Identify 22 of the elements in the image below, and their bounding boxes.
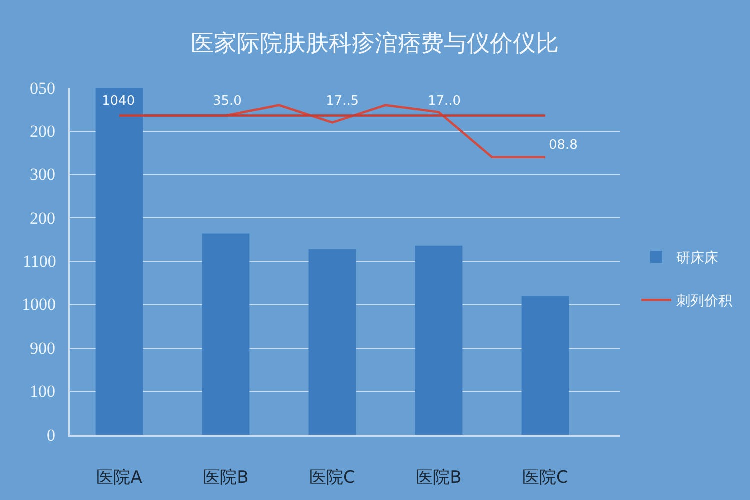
- x-tick-label: 医院B: [203, 468, 249, 488]
- x-tick-label: 医院A: [96, 468, 143, 488]
- legend-label: 刺列价积: [676, 294, 732, 310]
- text: 300: [30, 165, 56, 184]
- text: 100: [30, 382, 56, 401]
- text: 200: [30, 209, 56, 228]
- text: 0: [47, 426, 56, 445]
- annotation: 17..5: [326, 94, 360, 109]
- x-tick-label: 医院C: [522, 468, 568, 488]
- chart-title: 医家际院肤肤科疹涫痞费与仪价仪比: [191, 31, 559, 58]
- annotation: 08.8: [549, 138, 578, 153]
- x-tick-label: 医院C: [310, 468, 356, 488]
- text: 1000: [22, 295, 56, 314]
- text: 050: [30, 79, 56, 98]
- annotation: 35.0: [213, 94, 242, 109]
- annotation: 1040: [102, 94, 136, 109]
- annotation: 17..0: [428, 94, 462, 109]
- text: 200: [30, 122, 56, 141]
- legend-label: 研床床: [676, 250, 718, 266]
- text: 900: [30, 339, 56, 358]
- text: 1100: [23, 252, 56, 271]
- x-tick-label: 医院B: [416, 468, 462, 488]
